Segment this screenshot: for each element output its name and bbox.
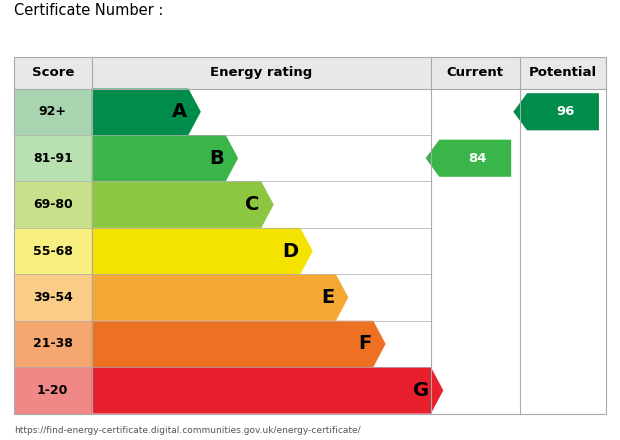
Polygon shape: [513, 93, 599, 130]
Bar: [14, 367, 92, 414]
Bar: [14, 135, 92, 181]
Text: F: F: [358, 334, 371, 353]
Text: 81-91: 81-91: [33, 152, 73, 165]
Text: 39-54: 39-54: [33, 291, 73, 304]
Text: 92+: 92+: [38, 105, 67, 118]
Polygon shape: [92, 367, 443, 414]
Text: A: A: [171, 102, 187, 121]
Bar: [14, 57, 606, 414]
Bar: [14, 57, 606, 88]
Text: Certificate Number :: Certificate Number :: [14, 3, 163, 18]
Text: D: D: [282, 242, 298, 260]
Text: 69-80: 69-80: [33, 198, 73, 211]
Text: G: G: [413, 381, 429, 400]
Bar: [14, 228, 92, 274]
Bar: [14, 181, 92, 228]
Polygon shape: [92, 135, 238, 181]
Text: 96: 96: [557, 105, 575, 118]
Bar: [14, 274, 92, 321]
Text: 55-68: 55-68: [33, 245, 73, 257]
Text: Score: Score: [32, 66, 74, 79]
Text: 84: 84: [469, 152, 487, 165]
Text: E: E: [321, 288, 334, 307]
Polygon shape: [425, 139, 511, 177]
Text: Potential: Potential: [529, 66, 597, 79]
Bar: [14, 321, 92, 367]
Bar: [14, 88, 92, 135]
Text: 1-20: 1-20: [37, 384, 68, 397]
Polygon shape: [92, 228, 312, 274]
Polygon shape: [92, 88, 201, 135]
Text: 21-38: 21-38: [33, 337, 73, 350]
Polygon shape: [92, 181, 274, 228]
Text: B: B: [209, 149, 224, 168]
Text: Current: Current: [447, 66, 503, 79]
Text: C: C: [245, 195, 259, 214]
Polygon shape: [92, 321, 386, 367]
Text: https://find-energy-certificate.digital.communities.gov.uk/energy-certificate/: https://find-energy-certificate.digital.…: [14, 426, 360, 435]
Text: Energy rating: Energy rating: [210, 66, 312, 79]
Polygon shape: [92, 274, 348, 321]
